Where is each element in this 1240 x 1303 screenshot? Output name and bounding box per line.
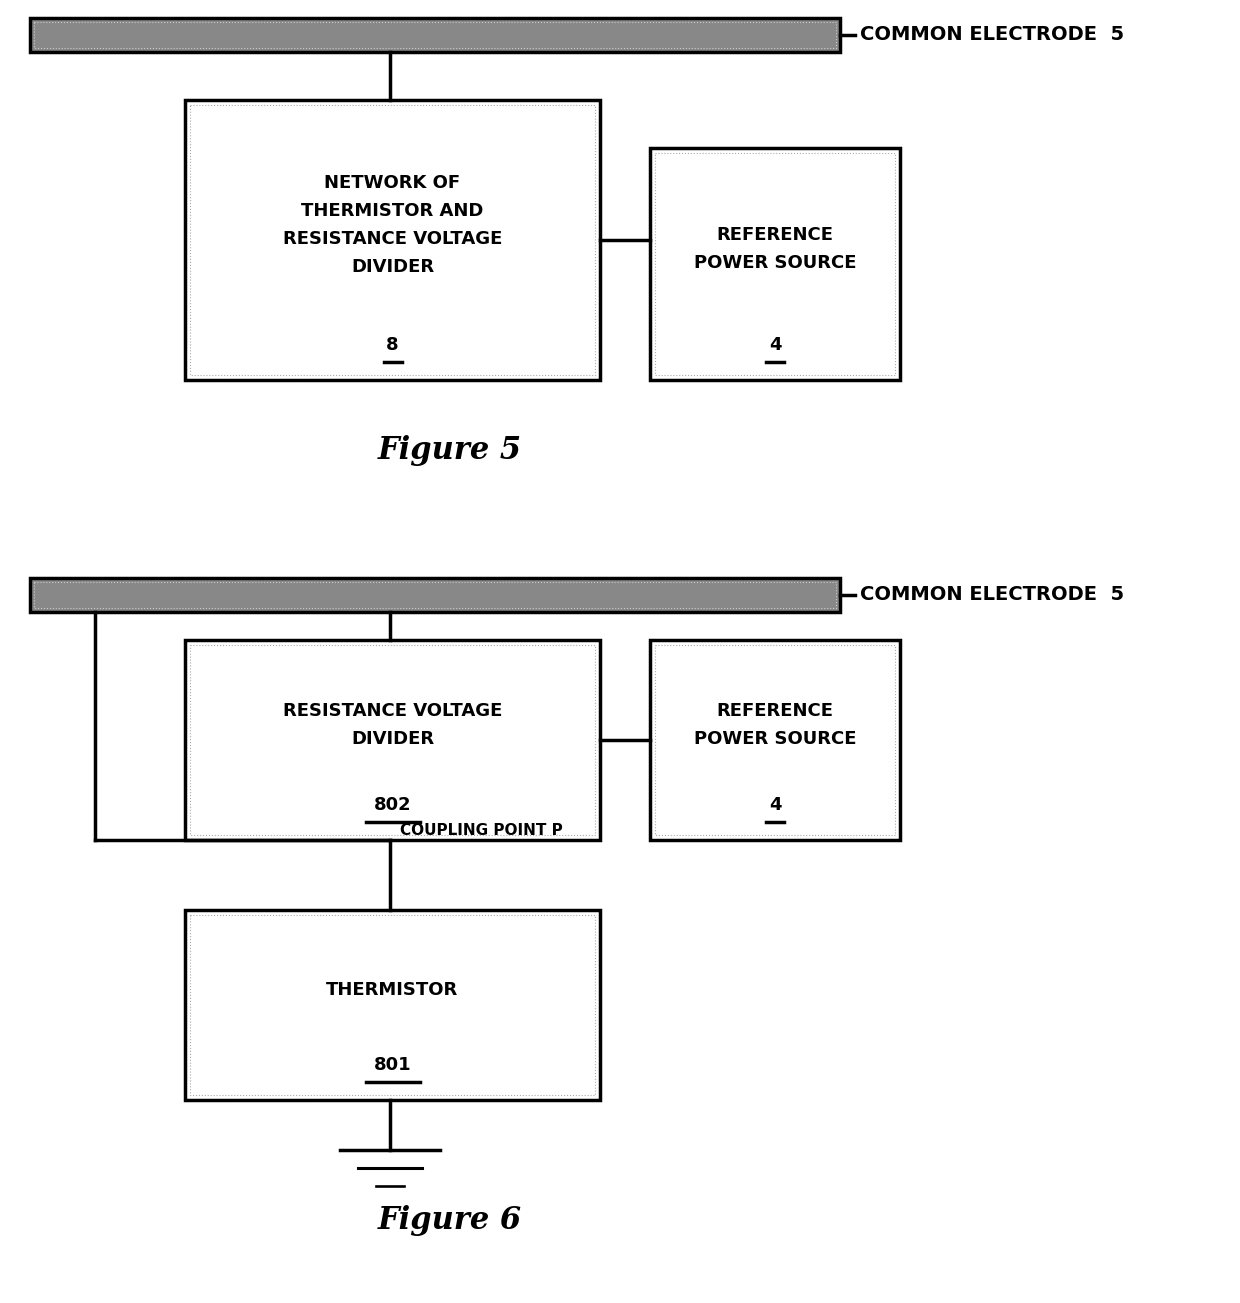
Bar (190, 106, 595, 375)
Bar (650, 149, 900, 380)
Text: Figure 5: Figure 5 (378, 434, 522, 465)
Bar (185, 100, 600, 380)
Bar (33, 22, 836, 48)
Text: 4: 4 (769, 796, 781, 814)
Text: 8: 8 (386, 336, 399, 354)
Bar (185, 909, 600, 1100)
Text: COMMON ELECTRODE  5: COMMON ELECTRODE 5 (861, 26, 1125, 44)
Text: DIVIDER: DIVIDER (351, 258, 434, 276)
Text: NETWORK OF: NETWORK OF (325, 175, 460, 192)
Bar (650, 640, 900, 840)
Text: POWER SOURCE: POWER SOURCE (693, 730, 857, 748)
Bar (33, 582, 836, 609)
Text: Figure 6: Figure 6 (378, 1204, 522, 1235)
Bar (190, 915, 595, 1095)
Bar (655, 152, 895, 375)
Text: 4: 4 (769, 336, 781, 354)
Text: REFERENCE: REFERENCE (717, 225, 833, 244)
Bar (30, 18, 839, 52)
Text: THERMISTOR AND: THERMISTOR AND (301, 202, 484, 220)
Text: 801: 801 (373, 1055, 412, 1074)
Text: COMMON ELECTRODE  5: COMMON ELECTRODE 5 (861, 585, 1125, 605)
Text: THERMISTOR: THERMISTOR (326, 981, 459, 999)
Text: DIVIDER: DIVIDER (351, 730, 434, 748)
Text: REFERENCE: REFERENCE (717, 702, 833, 721)
Bar (30, 579, 839, 612)
Text: COUPLING POINT P: COUPLING POINT P (401, 823, 563, 838)
Text: 802: 802 (373, 796, 412, 814)
Bar (185, 640, 600, 840)
Text: RESISTANCE VOLTAGE: RESISTANCE VOLTAGE (283, 231, 502, 248)
Text: RESISTANCE VOLTAGE: RESISTANCE VOLTAGE (283, 702, 502, 721)
Bar (190, 645, 595, 835)
Text: POWER SOURCE: POWER SOURCE (693, 254, 857, 272)
Bar (655, 645, 895, 835)
